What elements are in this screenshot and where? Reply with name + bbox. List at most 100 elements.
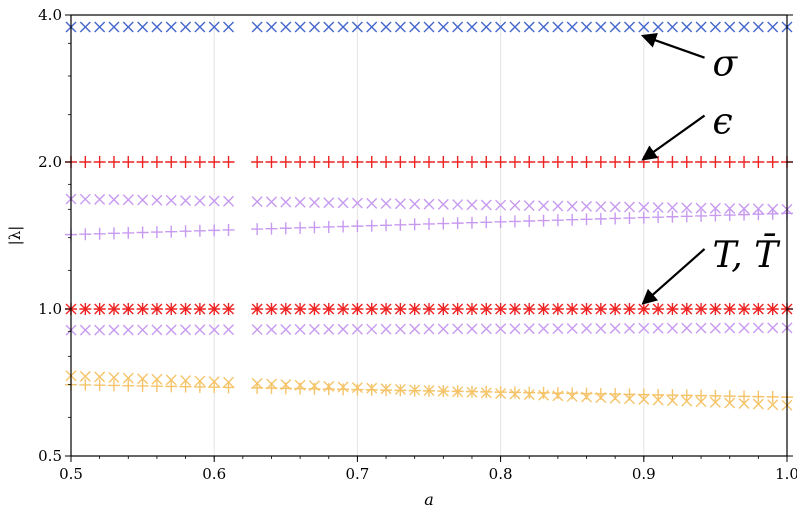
- data-point: [680, 303, 693, 315]
- data-point: [122, 156, 135, 168]
- data-point: [538, 323, 550, 335]
- data-point: [437, 21, 449, 33]
- data-point: [451, 156, 464, 168]
- data-point: [666, 303, 679, 315]
- data-point: [380, 384, 393, 397]
- data-point: [465, 156, 478, 168]
- data-point: [79, 228, 92, 241]
- data-point: [480, 156, 493, 168]
- data-point: [494, 156, 507, 168]
- data-point: [709, 389, 722, 402]
- data-point: [380, 303, 393, 315]
- data-point: [580, 387, 593, 400]
- data-point: [566, 323, 578, 335]
- data-point: [637, 303, 650, 315]
- data-point: [251, 196, 263, 208]
- data-point: [279, 382, 292, 395]
- data-point: [165, 194, 177, 206]
- data-point: [509, 21, 521, 33]
- data-point: [695, 389, 708, 402]
- data-point: [151, 194, 163, 206]
- data-point: [652, 388, 665, 401]
- data-point: [179, 303, 192, 315]
- data-point: [695, 303, 708, 315]
- data-point: [581, 322, 593, 334]
- data-point: [652, 322, 664, 334]
- data-point: [380, 198, 392, 210]
- data-point: [638, 322, 650, 334]
- data-point: [151, 324, 163, 336]
- data-point: [767, 399, 779, 411]
- data-point: [107, 379, 120, 392]
- plot-frame: [70, 14, 788, 457]
- data-point: [223, 195, 235, 207]
- data-point: [365, 156, 378, 168]
- data-point: [165, 324, 177, 336]
- data-point: [179, 225, 192, 238]
- data-point: [136, 379, 149, 392]
- data-point: [79, 370, 91, 382]
- data-point: [724, 322, 736, 334]
- x-axis: 0.5 0.6 0.7 0.8 0.9 1.0: [59, 456, 797, 483]
- data-point: [409, 198, 421, 210]
- data-point: [322, 303, 335, 315]
- data-point: [294, 156, 307, 168]
- data-point: [623, 322, 635, 334]
- data-point: [437, 323, 449, 335]
- data-point: [738, 398, 750, 410]
- data-point: [366, 197, 378, 209]
- data-point: [523, 21, 535, 33]
- data-point: [566, 156, 579, 168]
- data-point: [394, 198, 406, 210]
- annotations: σϵ T, T̄: [640, 33, 781, 305]
- data-point: [79, 193, 91, 205]
- x-axis-label: a: [424, 490, 434, 509]
- data-point: [738, 303, 751, 315]
- data-point: [523, 386, 536, 399]
- data-point: [508, 156, 521, 168]
- data-point: [280, 21, 292, 33]
- data-point: [208, 21, 220, 33]
- data-point: [523, 323, 535, 335]
- data-point: [437, 385, 450, 398]
- series-8: [65, 378, 793, 404]
- data-point: [723, 156, 736, 168]
- data-point: [695, 396, 707, 408]
- data-point: [308, 156, 321, 168]
- data-point: [351, 220, 364, 233]
- data-point: [265, 21, 277, 33]
- data-point: [294, 382, 307, 395]
- data-point: [609, 322, 621, 334]
- data-point: [666, 389, 679, 402]
- data-point: [652, 303, 665, 315]
- data-point: [409, 21, 421, 33]
- data-point: [724, 397, 736, 409]
- data-point: [738, 156, 751, 168]
- data-point: [552, 21, 564, 33]
- data-point: [508, 386, 521, 399]
- data-point: [380, 219, 393, 232]
- data-point: [408, 384, 421, 397]
- y-axis-label: |λ|: [6, 226, 24, 246]
- data-point: [193, 224, 206, 237]
- y-tick-label: 0.5: [38, 447, 62, 465]
- data-point: [752, 156, 765, 168]
- data-point: [723, 209, 736, 222]
- data-point: [437, 156, 450, 168]
- data-point: [638, 201, 650, 213]
- data-point: [165, 374, 177, 386]
- data-point: [423, 384, 435, 397]
- data-point: [437, 198, 449, 210]
- data-point: [623, 201, 635, 213]
- data-point: [566, 200, 578, 212]
- data-point: [766, 303, 779, 315]
- data-point: [151, 373, 163, 385]
- data-point: [551, 387, 564, 400]
- data-point: [709, 202, 721, 214]
- data-point: [108, 21, 120, 33]
- data-point: [180, 21, 192, 33]
- data-point: [279, 156, 292, 168]
- data-point: [423, 323, 435, 335]
- data-point: [94, 324, 106, 336]
